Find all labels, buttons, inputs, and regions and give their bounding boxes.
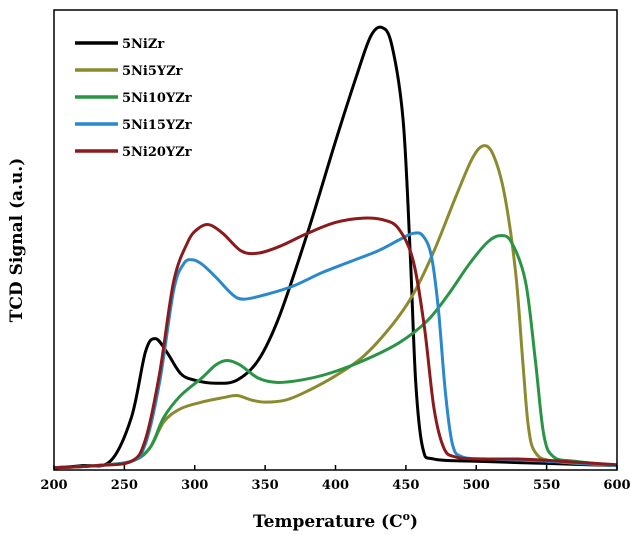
- x-tick-label: 500: [463, 478, 490, 493]
- x-tick-label: 200: [40, 478, 67, 493]
- series-line-5nizr: [53, 25, 618, 470]
- legend-label-5nizr: 5NiZr: [122, 37, 164, 52]
- series-line-5ni5yzr: [53, 144, 618, 470]
- x-tick-label: 300: [181, 478, 208, 493]
- x-tick-label: 250: [111, 478, 138, 493]
- legend-label-5ni20yzr: 5Ni20YZr: [122, 145, 192, 160]
- legend-label-5ni10yzr: 5Ni10YZr: [122, 91, 192, 106]
- legend-label-5ni15yzr: 5Ni15YZr: [122, 118, 192, 133]
- x-tick-label: 600: [603, 478, 630, 493]
- y-axis-title: TCD Signal (a.u.): [7, 158, 27, 323]
- legend-label-5ni5yzr: 5Ni5YZr: [122, 64, 183, 79]
- x-axis-title: Temperature (Co): [253, 510, 418, 532]
- legend: 5NiZr 5Ni5YZr 5Ni10YZr 5Ni15YZr 5Ni20YZr: [75, 37, 192, 160]
- x-tick-label: 450: [392, 478, 419, 493]
- series-layer: [53, 25, 618, 470]
- series-line-5ni10yzr: [53, 234, 618, 470]
- x-tick-label: 350: [252, 478, 279, 493]
- x-tick-label: 400: [322, 478, 349, 493]
- series-line-5ni20yzr: [53, 216, 618, 470]
- x-tick-label: 550: [533, 478, 560, 493]
- x-axis: 200 250 300 350 400 450 500 550 600: [40, 465, 631, 493]
